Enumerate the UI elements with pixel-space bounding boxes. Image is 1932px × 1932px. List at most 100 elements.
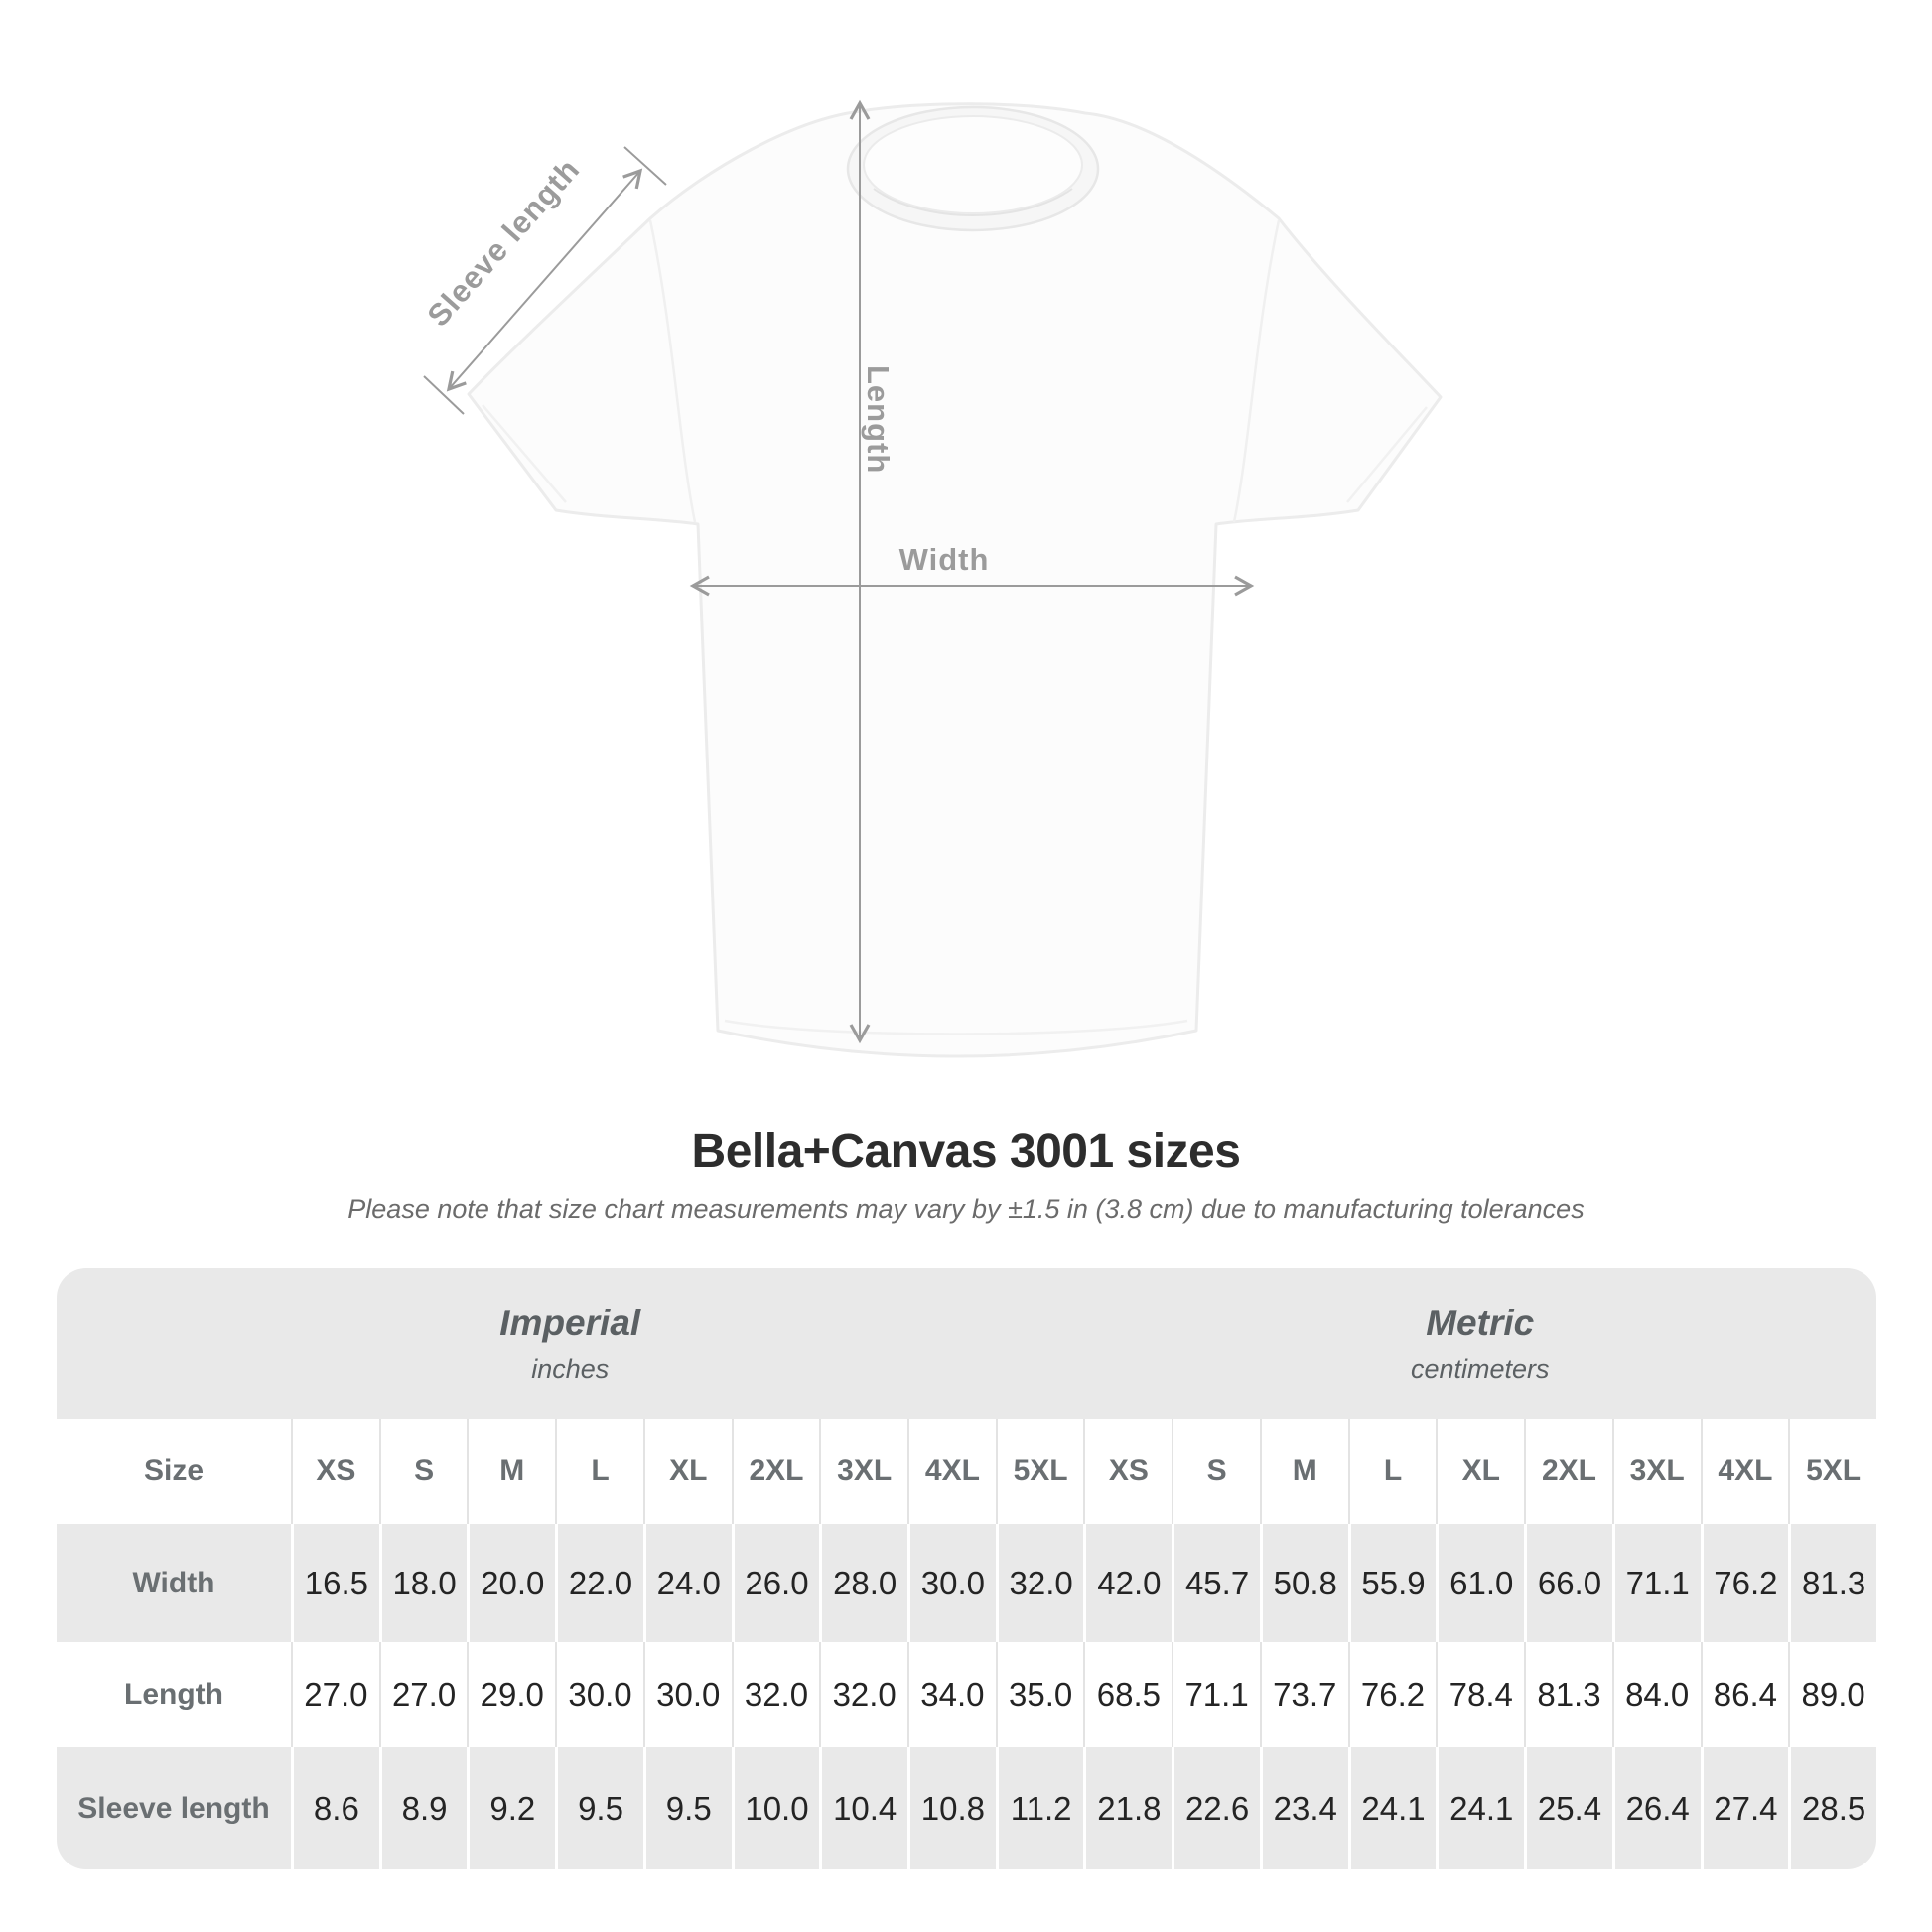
right-armhole-seam (1232, 219, 1281, 523)
length-metric-value: 84.0 (1611, 1642, 1701, 1747)
size-header-metric-m: M (1259, 1419, 1348, 1524)
width-imperial-value: 18.0 (378, 1524, 468, 1642)
sleeve-length-imperial-value: 9.5 (555, 1747, 643, 1869)
row-label-width: Width (57, 1524, 291, 1642)
sleeve-length-imperial-value: 9.5 (642, 1747, 732, 1869)
imperial-group-header: Imperial inches (57, 1268, 1084, 1419)
width-metric-value: 61.0 (1436, 1524, 1525, 1642)
page-title: Bella+Canvas 3001 sizes (691, 1125, 1241, 1177)
size-header-imperial-4xl: 4XL (907, 1419, 996, 1524)
sleeve-length-metric-value: 26.4 (1611, 1747, 1701, 1869)
length-imperial-value: 30.0 (555, 1642, 643, 1747)
size-header-imperial-xl: XL (642, 1419, 732, 1524)
imperial-group-title: Imperial (499, 1302, 641, 1343)
width-imperial-value: 20.0 (467, 1524, 556, 1642)
sleeve-length-imperial-value: 10.0 (731, 1747, 820, 1869)
size-header-imperial-m: M (467, 1419, 556, 1524)
length-metric-value: 89.0 (1788, 1642, 1876, 1747)
size-header-metric-xs: XS (1083, 1419, 1173, 1524)
width-metric-value: 55.9 (1347, 1524, 1437, 1642)
length-imperial-value: 29.0 (467, 1642, 556, 1747)
collar-opening (863, 115, 1083, 214)
size-header-metric-l: L (1347, 1419, 1437, 1524)
width-imperial-value: 22.0 (555, 1524, 643, 1642)
size-header-metric-3xl: 3XL (1611, 1419, 1701, 1524)
tshirt-body (467, 102, 1443, 1058)
sleeve-length-metric-value: 24.1 (1436, 1747, 1525, 1869)
length-imperial-value: 35.0 (995, 1642, 1084, 1747)
width-imperial-value: 28.0 (819, 1524, 908, 1642)
metric-group-unit: centimeters (1410, 1353, 1550, 1384)
length-imperial-value: 30.0 (642, 1642, 732, 1747)
sleeve-length-imperial-value: 11.2 (995, 1747, 1084, 1869)
sleeve-length-metric-value: 24.1 (1347, 1747, 1437, 1869)
width-imperial-value: 32.0 (995, 1524, 1084, 1642)
sleeve-length-metric-value: 22.6 (1172, 1747, 1260, 1869)
sleeve-length-end-tick-top (623, 146, 667, 186)
size-header-imperial-5xl: 5XL (995, 1419, 1084, 1524)
sleeve-length-end-tick-bottom (423, 375, 465, 415)
length-metric-value: 71.1 (1172, 1642, 1260, 1747)
width-imperial-value: 26.0 (731, 1524, 820, 1642)
size-header-metric-4xl: 4XL (1700, 1419, 1789, 1524)
length-label: Length (861, 365, 896, 474)
size-header-metric-s: S (1172, 1419, 1260, 1524)
size-header-imperial-l: L (555, 1419, 643, 1524)
sleeve-length-imperial-value: 10.4 (819, 1747, 908, 1869)
width-metric-value: 42.0 (1083, 1524, 1173, 1642)
size-header-imperial-xs: XS (291, 1419, 379, 1524)
sleeve-length-metric-value: 25.4 (1524, 1747, 1612, 1869)
left-armhole-seam (648, 219, 697, 523)
left-cuff-seam (482, 404, 567, 503)
row-label-sleeve-length: Sleeve length (57, 1747, 291, 1869)
metric-group-header: Metric centimeters (1083, 1268, 1876, 1419)
length-metric-value: 76.2 (1347, 1642, 1437, 1747)
size-header-metric-5xl: 5XL (1788, 1419, 1876, 1524)
tshirt-svg: Length Width Sleeve length (421, 99, 1443, 1058)
sleeve-length-arrow (446, 168, 643, 392)
row-label-length: Length (57, 1642, 291, 1747)
size-header-imperial-3xl: 3XL (819, 1419, 908, 1524)
hem-seam (724, 1019, 1188, 1035)
size-header-metric-xl: XL (1436, 1419, 1525, 1524)
sleeve-length-imperial-value: 8.9 (378, 1747, 468, 1869)
width-label: Width (899, 542, 990, 577)
sleeve-length-imperial-value: 8.6 (291, 1747, 379, 1869)
length-imperial-value: 27.0 (291, 1642, 379, 1747)
page-subtitle: Please note that size chart measurements… (347, 1194, 1585, 1224)
width-imperial-value: 30.0 (907, 1524, 996, 1642)
width-imperial-value: 16.5 (291, 1524, 379, 1642)
width-metric-value: 81.3 (1788, 1524, 1876, 1642)
size-table: Imperial inches Metric centimeters Size X… (57, 1268, 1876, 1869)
length-imperial-value: 32.0 (731, 1642, 820, 1747)
length-metric-value: 86.4 (1700, 1642, 1789, 1747)
length-metric-value: 81.3 (1524, 1642, 1612, 1747)
sleeve-length-metric-value: 23.4 (1259, 1747, 1348, 1869)
size-header-imperial-2xl: 2XL (731, 1419, 820, 1524)
size-column-header: Size (57, 1419, 291, 1524)
length-metric-value: 68.5 (1083, 1642, 1173, 1747)
width-metric-value: 50.8 (1259, 1524, 1348, 1642)
imperial-group-unit: inches (531, 1353, 610, 1384)
width-imperial-value: 24.0 (642, 1524, 732, 1642)
sleeve-length-metric-value: 21.8 (1083, 1747, 1173, 1869)
size-header-metric-2xl: 2XL (1524, 1419, 1612, 1524)
right-cuff-seam (1346, 406, 1428, 503)
metric-group-title: Metric (1426, 1302, 1535, 1343)
sleeve-length-metric-value: 28.5 (1788, 1747, 1876, 1869)
length-imperial-value: 32.0 (819, 1642, 908, 1747)
length-imperial-value: 34.0 (907, 1642, 996, 1747)
collar-inner-shadow (873, 188, 1073, 216)
width-metric-value: 45.7 (1172, 1524, 1260, 1642)
size-header-imperial-s: S (378, 1419, 468, 1524)
length-imperial-value: 27.0 (378, 1642, 468, 1747)
width-metric-value: 76.2 (1700, 1524, 1789, 1642)
width-metric-value: 66.0 (1524, 1524, 1612, 1642)
tshirt-measurement-diagram: Length Width Sleeve length (421, 99, 1443, 1058)
length-metric-value: 73.7 (1259, 1642, 1348, 1747)
length-metric-value: 78.4 (1436, 1642, 1525, 1747)
sleeve-length-metric-value: 27.4 (1700, 1747, 1789, 1869)
width-metric-value: 71.1 (1611, 1524, 1701, 1642)
sleeve-length-imperial-value: 9.2 (467, 1747, 556, 1869)
